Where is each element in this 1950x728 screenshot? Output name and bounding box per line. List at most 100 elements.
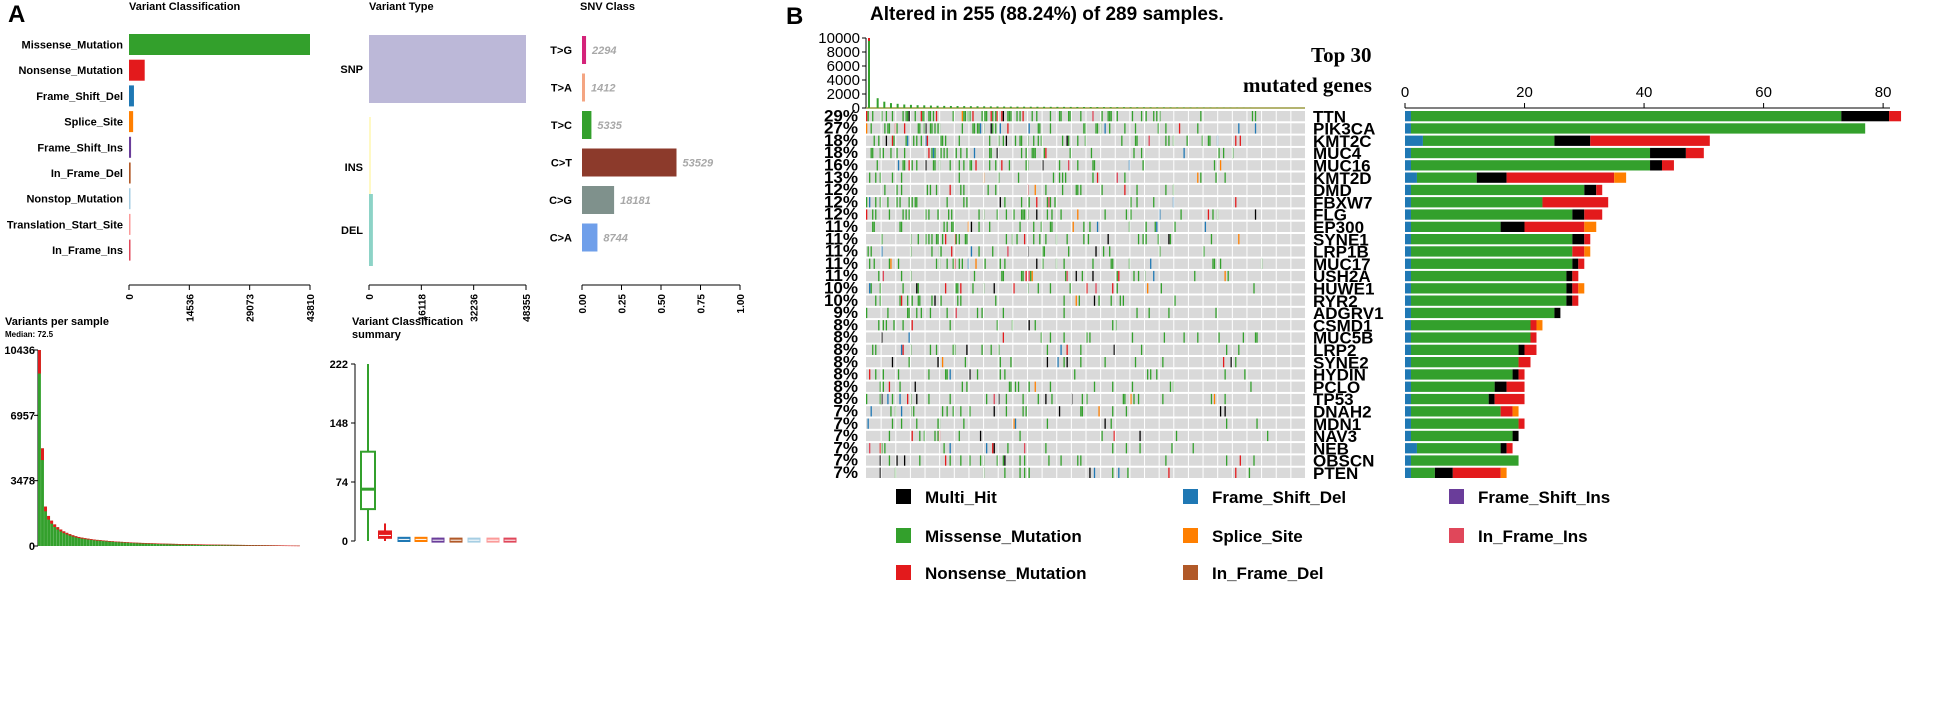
onco-sep-obscn-20 bbox=[1158, 455, 1160, 466]
onco-cell-muc5b-196 bbox=[1163, 332, 1166, 343]
vps-bar-nonsense-24 bbox=[111, 541, 115, 542]
gb-seg-20-missense-mutation bbox=[1410, 357, 1519, 368]
onco-sep-tp53-14 bbox=[1070, 393, 1072, 405]
onco-cell-adgrv1-76 bbox=[981, 307, 983, 319]
onco-sep-tp53-2 bbox=[895, 393, 897, 405]
box-body-nonsense-mutation bbox=[378, 530, 392, 539]
vps-bar-missense-55 bbox=[205, 544, 209, 546]
vps-bar-78 bbox=[275, 545, 279, 546]
onco-sep-syne2-1 bbox=[880, 357, 882, 368]
onco-sep-pten-4 bbox=[924, 467, 926, 478]
onco-sep-lrp1b-9 bbox=[997, 246, 999, 257]
onco-sep-syne1-21 bbox=[1173, 234, 1175, 245]
onco-cell-muc16-55 bbox=[949, 160, 951, 171]
vps-bar-nonsense-10 bbox=[68, 534, 72, 536]
onco-cell-flg-92 bbox=[1005, 209, 1008, 220]
onco-sep-tp53-13 bbox=[1056, 393, 1058, 405]
onco-cell-flg-228 bbox=[1212, 209, 1214, 220]
onco-sep-kmt2c-1 bbox=[880, 135, 882, 146]
onco-sep-csmd1-2 bbox=[895, 320, 897, 331]
vc-label-nonsense-mutation: Nonsense_Mutation bbox=[18, 65, 123, 77]
onco-sep-pik3ca-27 bbox=[1261, 123, 1263, 134]
onco-sep-muc16-25 bbox=[1231, 160, 1233, 171]
mutation-legend: Multi_Hit Frame_Shift_Del Frame_Shift_InsM… bbox=[896, 488, 1610, 583]
onco-cell-mdn1-157 bbox=[1104, 418, 1106, 429]
snv-class-title: SNV Class bbox=[580, 1, 635, 13]
onco-sep-lrp2-4 bbox=[924, 344, 926, 355]
onco-cell-muc16-33 bbox=[916, 160, 918, 171]
vps-bar-6 bbox=[56, 527, 60, 546]
onco-sep-neb-27 bbox=[1261, 443, 1263, 454]
gb-seg-2-nonsense-mutation bbox=[1590, 135, 1710, 146]
tmb-bar-43 bbox=[1156, 107, 1159, 108]
onco-cell-ush2a-109 bbox=[1031, 270, 1033, 282]
onco-cell-ryr2-203 bbox=[1174, 295, 1176, 306]
onco-sep-adgrv1-13 bbox=[1056, 307, 1058, 319]
vps-bar-34 bbox=[141, 542, 145, 546]
gb-seg-5-multi-hit bbox=[1476, 172, 1507, 183]
vps-bar-missense-47 bbox=[181, 544, 185, 546]
onco-cell-lrp1b-222 bbox=[1203, 246, 1205, 257]
onco-row-pik3ca bbox=[866, 123, 1305, 134]
vps-bar-missense-57 bbox=[211, 544, 215, 546]
onco-cell-nav3-101 bbox=[1019, 430, 1021, 442]
onco-cell-nav3-35 bbox=[919, 430, 921, 442]
onco-sep-lrp1b-1 bbox=[880, 246, 882, 257]
onco-sep-lrp1b-5 bbox=[939, 246, 941, 257]
onco-cell-dnah2-68 bbox=[969, 406, 971, 417]
vps-bar-missense-30 bbox=[129, 542, 133, 546]
onco-sep-neb-9 bbox=[997, 443, 999, 454]
onco-row-ush2a bbox=[866, 270, 1305, 282]
onco-sep-muc4-12 bbox=[1041, 147, 1043, 159]
gb-seg-22-frame-shift-del bbox=[1405, 381, 1411, 392]
tmb-bar-11 bbox=[943, 105, 946, 108]
onco-sep-neb-10 bbox=[1012, 443, 1014, 454]
onco-cell-hydin-41 bbox=[928, 369, 930, 380]
onco-sep-nav3-28 bbox=[1275, 430, 1277, 442]
tmb-bar-5 bbox=[903, 104, 906, 108]
onco-sep-fbxw7-18 bbox=[1129, 197, 1131, 208]
onco-sep-mdn1-3 bbox=[909, 418, 911, 429]
onco-row-pclo bbox=[866, 381, 1305, 392]
gb-seg-17-nonsense-mutation bbox=[1530, 320, 1537, 331]
onco-cell-fbxw7-66 bbox=[966, 197, 968, 208]
snv-bar-t-c bbox=[582, 111, 592, 139]
onco-sep-muc4-29 bbox=[1290, 147, 1292, 159]
box-splice-site bbox=[414, 536, 428, 542]
onco-cell-neb-79 bbox=[986, 443, 988, 454]
vps-bar-missense-39 bbox=[156, 543, 160, 546]
onco-sep-pten-21 bbox=[1173, 467, 1175, 478]
onco-sep-ush2a-11 bbox=[1026, 270, 1028, 282]
onco-sep-fbxw7-25 bbox=[1231, 197, 1233, 208]
onco-cell-ep300-23 bbox=[900, 221, 903, 232]
onco-cell-muc16-39 bbox=[925, 160, 927, 171]
onco-sep-muc4-16 bbox=[1100, 147, 1102, 159]
onco-cell-kmt2c-110 bbox=[1033, 135, 1035, 146]
onco-sep-muc5b-17 bbox=[1114, 332, 1116, 343]
onco-sep-hydin-27 bbox=[1261, 369, 1263, 380]
onco-sep-lrp1b-3 bbox=[909, 246, 911, 257]
onco-cell-pik3ca-63 bbox=[961, 123, 963, 134]
onco-cell-syne1-132 bbox=[1066, 234, 1068, 245]
onco-cell-kmt2d-131 bbox=[1064, 172, 1067, 183]
gb-seg-22-missense-mutation bbox=[1410, 381, 1495, 392]
onco-sep-mdn1-29 bbox=[1290, 418, 1292, 429]
onco-cell-pik3ca-47 bbox=[937, 123, 939, 134]
snv-value-t-g: 2294 bbox=[591, 45, 616, 57]
onco-sep-kmt2c-19 bbox=[1144, 135, 1146, 146]
vps-bar-27 bbox=[120, 541, 124, 546]
onco-cell-muc4-45 bbox=[934, 147, 936, 159]
onco-sep-adgrv1-1 bbox=[880, 307, 882, 319]
onco-sep-hydin-9 bbox=[997, 369, 999, 380]
onco-cell-obscn-101 bbox=[1019, 455, 1021, 466]
onco-cell-muc16-24 bbox=[902, 160, 904, 171]
vps-bar-nonsense-36 bbox=[147, 543, 151, 544]
onco-cell-muc17-88 bbox=[999, 258, 1001, 269]
onco-cell-syne1-159 bbox=[1107, 234, 1109, 245]
onco-sep-ttn-15 bbox=[1085, 111, 1087, 122]
gb-seg-0-missense-mutation bbox=[1410, 111, 1842, 122]
onco-sep-adgrv1-24 bbox=[1217, 307, 1219, 319]
onco-sep-lrp1b-25 bbox=[1231, 246, 1233, 257]
onco-sep-huwe1-11 bbox=[1026, 283, 1028, 294]
